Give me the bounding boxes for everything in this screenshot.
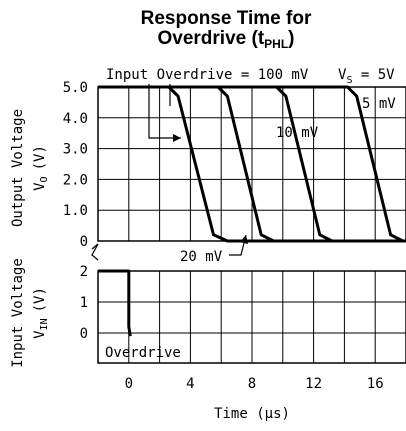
y-tick-bottom: 0 bbox=[80, 326, 88, 342]
x-tick: 4 bbox=[186, 376, 194, 392]
overdrive-label: Overdrive bbox=[105, 345, 181, 361]
y-tick-top: 2.0 bbox=[63, 172, 88, 188]
label-5mv: 5 mV bbox=[362, 96, 396, 112]
top-ylabel-line1: Output Voltage bbox=[10, 109, 26, 227]
bottom-y-tick-labels: 0 1 2 bbox=[80, 264, 88, 342]
bottom-ylabel-line1: Input Voltage bbox=[10, 258, 26, 368]
y-tick-top: 3.0 bbox=[63, 142, 88, 158]
x-tick: 8 bbox=[248, 376, 256, 392]
bottom-panel-frame bbox=[97, 270, 406, 364]
x-tick: 12 bbox=[305, 376, 322, 392]
chart-title-line2: Overdrive (tPHL) bbox=[158, 28, 295, 51]
y-tick-top: 1.0 bbox=[63, 203, 88, 219]
label-20mv: 20 mV bbox=[180, 249, 223, 265]
top-ylabel-line2: VO(V) bbox=[32, 145, 50, 191]
y-tick-bottom: 2 bbox=[80, 264, 88, 280]
y-tick-top: 0 bbox=[80, 234, 88, 250]
x-tick: 0 bbox=[125, 376, 133, 392]
input-signal-line bbox=[98, 269, 132, 337]
x-tick: 16 bbox=[367, 376, 384, 392]
grid-lines bbox=[97, 86, 406, 363]
axis-break-icon bbox=[91, 243, 99, 261]
leader-100mv bbox=[148, 84, 181, 139]
input-overdrive-label: Input Overdrive = 100 mV bbox=[106, 67, 309, 83]
y-tick-top: 4.0 bbox=[63, 111, 88, 127]
supply-voltage-label: VS = 5V bbox=[338, 67, 395, 86]
x-tick-labels: 0 4 8 12 16 bbox=[125, 376, 384, 392]
curve-5mv bbox=[98, 85, 406, 243]
output-curves bbox=[98, 85, 406, 243]
top-y-tick-labels: 0 1.0 2.0 3.0 4.0 5.0 bbox=[63, 80, 88, 250]
arrow-100mv-icon bbox=[173, 134, 181, 142]
x-axis-label: Time (μs) bbox=[214, 406, 290, 422]
y-tick-bottom: 1 bbox=[80, 295, 88, 311]
bottom-ylabel-line2: VIN(V) bbox=[32, 287, 50, 339]
arrow-20mv-icon bbox=[240, 235, 248, 244]
chart-title-line1: Response Time for bbox=[141, 8, 312, 29]
label-10mv: 10 mV bbox=[276, 125, 319, 141]
y-tick-top: 5.0 bbox=[63, 80, 88, 96]
